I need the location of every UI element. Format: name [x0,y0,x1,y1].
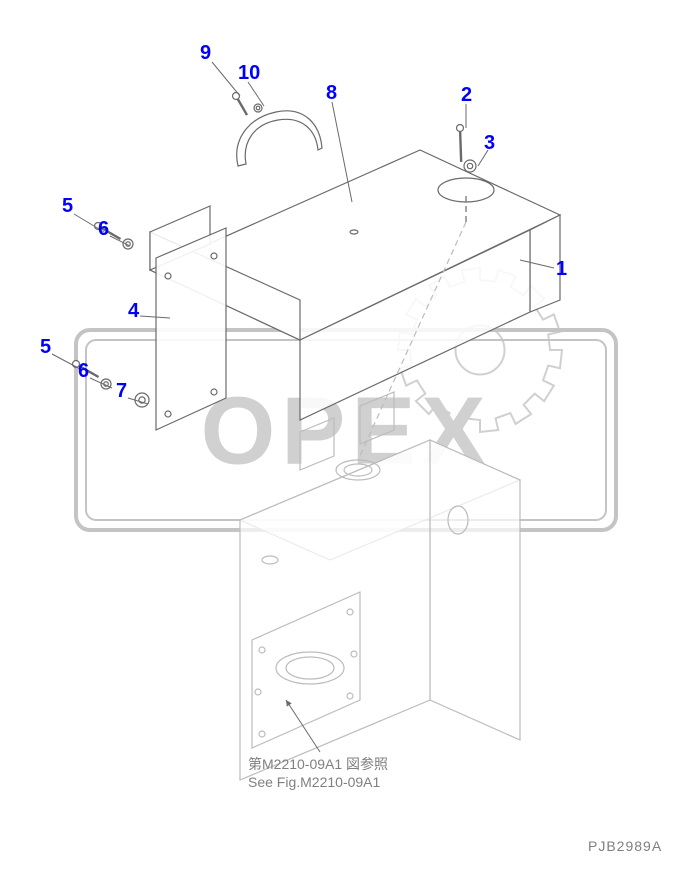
callout-c7: 7 [116,380,127,403]
handle [237,111,322,166]
callout-c6b: 6 [78,360,89,383]
callout-c5b: 5 [40,336,51,359]
callout-c10: 10 [238,62,260,85]
callout-c6a: 6 [98,218,109,241]
reference-note: 第M2210-09A1 図参照 See Fig.M2210-09A1 [248,756,388,791]
callout-c2: 2 [461,84,472,107]
figure-code: PJB2989A [588,838,662,854]
callout-c4: 4 [128,300,139,323]
callout-c3: 3 [484,132,495,155]
callout-c8: 8 [326,82,337,105]
side-plate [156,228,226,430]
linework: OPEX [0,0,692,869]
callout-c1: 1 [556,258,567,281]
callout-c9: 9 [200,42,211,65]
diagram-stage: { "colors": { "callout": "#0000ff", "lin… [0,0,692,869]
callout-c5a: 5 [62,195,73,218]
